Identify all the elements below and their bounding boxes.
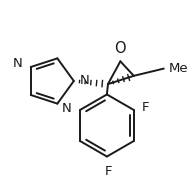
Text: F: F [142, 101, 150, 114]
Text: N: N [13, 57, 22, 70]
Text: Me: Me [169, 62, 189, 75]
Text: N: N [61, 102, 71, 115]
Text: N: N [80, 75, 90, 87]
Text: O: O [114, 41, 126, 56]
Text: F: F [105, 165, 113, 178]
